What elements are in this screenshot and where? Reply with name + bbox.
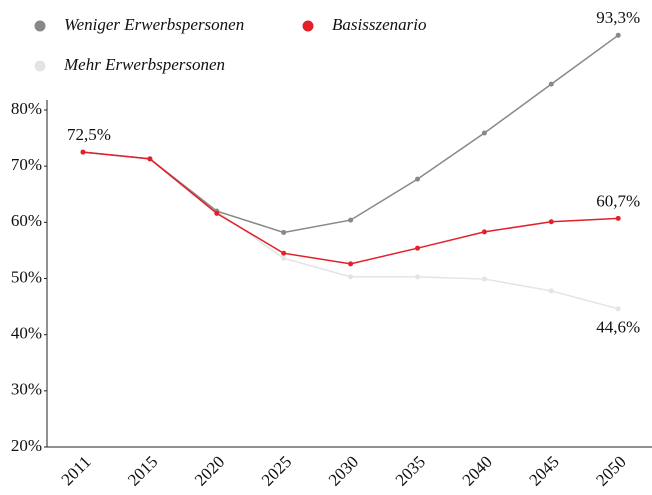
data-point (548, 81, 554, 87)
data-point (415, 176, 420, 182)
value-label: 44,6% (596, 318, 640, 337)
x-tick-label: 2035 (392, 452, 429, 489)
data-point (214, 210, 220, 216)
data-point (615, 306, 621, 312)
x-tick-label: 2015 (124, 452, 161, 489)
data-point (481, 130, 487, 136)
data-point (615, 32, 621, 38)
data-point (415, 274, 420, 280)
y-tick-label: 70% (11, 155, 42, 174)
legend-marker (34, 60, 46, 72)
x-tick-label: 2011 (58, 452, 95, 489)
y-tick-label: 80% (11, 99, 42, 118)
y-tick-label: 60% (11, 211, 42, 230)
legend-label: Mehr Erwerbspersonen (63, 55, 225, 74)
legend-marker (302, 20, 314, 32)
y-tick-label: 20% (11, 436, 42, 455)
data-point (348, 261, 354, 267)
y-tick-label: 40% (11, 324, 42, 343)
x-tick-label: 2030 (325, 452, 362, 489)
data-point (348, 274, 354, 280)
data-point (80, 149, 86, 155)
data-point (481, 229, 487, 235)
value-label: 93,3% (596, 8, 640, 27)
data-point (415, 245, 420, 251)
x-tick-label: 2020 (191, 452, 228, 489)
data-point (548, 288, 554, 294)
legend-marker (34, 20, 46, 32)
x-tick-label: 2050 (592, 452, 629, 489)
value-label: 72,5% (67, 125, 111, 144)
y-tick-label: 30% (11, 380, 42, 399)
x-tick-label: 2045 (525, 452, 562, 489)
data-point (281, 250, 287, 256)
series-line (82, 151, 619, 265)
series-line (82, 151, 619, 310)
data-point (481, 276, 487, 282)
data-point (548, 219, 554, 225)
data-point (615, 215, 621, 221)
legend-label: Basisszenario (332, 15, 426, 34)
data-point (147, 156, 153, 162)
data-point (281, 255, 287, 261)
legend-label: Weniger Erwerbspersonen (64, 15, 244, 34)
data-point (281, 229, 287, 235)
data-point (348, 217, 354, 223)
y-tick-label: 50% (11, 267, 42, 286)
value-label: 60,7% (596, 191, 640, 210)
x-tick-label: 2025 (258, 452, 295, 489)
x-tick-label: 2040 (459, 452, 496, 489)
